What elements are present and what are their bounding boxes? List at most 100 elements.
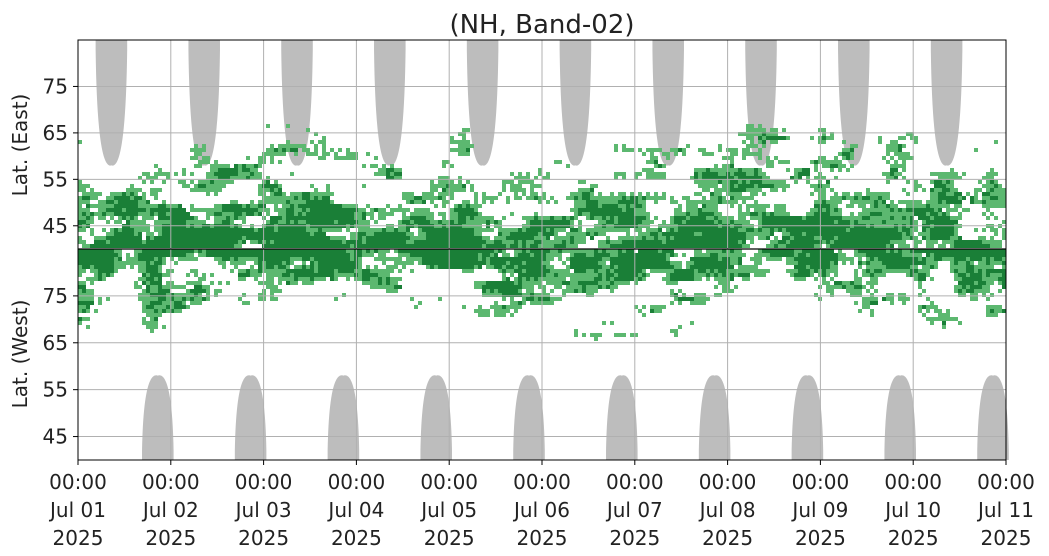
activity-cell: [122, 204, 126, 208]
activity-cell: [474, 285, 478, 289]
activity-cell: [386, 168, 390, 172]
activity-cell: [998, 200, 1002, 204]
activity-cell: [802, 240, 806, 244]
activity-cell: [966, 244, 970, 248]
activity-cell: [302, 249, 306, 253]
activity-cell: [178, 253, 182, 257]
activity-cell: [738, 208, 742, 212]
activity-cell: [682, 196, 686, 200]
activity-cell: [882, 240, 886, 244]
activity-cell: [690, 297, 694, 301]
activity-cell: [510, 265, 514, 269]
activity-cell: [986, 172, 990, 176]
activity-cell: [498, 261, 502, 265]
activity-cell: [942, 176, 946, 180]
activity-cell: [922, 212, 926, 216]
activity-cell: [706, 216, 710, 220]
activity-cell: [246, 269, 250, 273]
activity-cell: [410, 297, 414, 301]
activity-cell: [786, 232, 790, 236]
activity-cell: [90, 188, 94, 192]
activity-cell: [814, 253, 818, 257]
activity-cell: [718, 265, 722, 269]
activity-cell: [530, 273, 534, 277]
activity-cell: [654, 249, 658, 253]
activity-cell: [574, 257, 578, 261]
activity-cell: [170, 220, 174, 224]
activity-cell: [350, 156, 354, 160]
activity-cell: [302, 277, 306, 281]
activity-cell: [702, 265, 706, 269]
activity-cell: [414, 240, 418, 244]
activity-cell: [190, 148, 194, 152]
activity-cell: [658, 236, 662, 240]
activity-cell: [742, 196, 746, 200]
activity-cell: [878, 257, 882, 261]
activity-cell: [602, 240, 606, 244]
activity-cell: [366, 212, 370, 216]
activity-cell: [346, 261, 350, 265]
activity-cell: [610, 321, 614, 325]
activity-cell: [898, 216, 902, 220]
activity-cell: [658, 269, 662, 273]
activity-cell: [506, 180, 510, 184]
activity-cell: [442, 228, 446, 232]
activity-cell: [150, 257, 154, 261]
activity-cell: [206, 156, 210, 160]
activity-cell: [590, 333, 594, 337]
activity-cell: [470, 216, 474, 220]
activity-cell: [770, 240, 774, 244]
activity-cell: [102, 216, 106, 220]
activity-cell: [642, 196, 646, 200]
activity-cell: [682, 293, 686, 297]
activity-cell: [954, 244, 958, 248]
activity-cell: [418, 212, 422, 216]
activity-cell: [510, 257, 514, 261]
activity-cell: [534, 277, 538, 281]
activity-cell: [422, 212, 426, 216]
activity-cell: [626, 216, 630, 220]
activity-cell: [678, 216, 682, 220]
activity-cell: [638, 253, 642, 257]
activity-cell: [798, 257, 802, 261]
activity-cell: [322, 269, 326, 273]
activity-cell: [854, 285, 858, 289]
activity-cell: [94, 240, 98, 244]
activity-cell: [510, 228, 514, 232]
activity-cell: [394, 281, 398, 285]
activity-cell: [326, 192, 330, 196]
activity-cell: [1002, 204, 1006, 208]
activity-cell: [274, 240, 278, 244]
activity-cell: [114, 220, 118, 224]
activity-cell: [830, 257, 834, 261]
activity-cell: [986, 204, 990, 208]
activity-cell: [338, 236, 342, 240]
activity-cell: [574, 240, 578, 244]
activity-cell: [786, 249, 790, 253]
activity-cell: [266, 261, 270, 265]
activity-cell: [870, 212, 874, 216]
activity-cell: [190, 204, 194, 208]
activity-cell: [982, 204, 986, 208]
activity-cell: [274, 273, 278, 277]
activity-cell: [398, 168, 402, 172]
activity-cell: [638, 236, 642, 240]
activity-cell: [570, 232, 574, 236]
activity-cell: [686, 273, 690, 277]
activity-cell: [190, 228, 194, 232]
activity-cell: [874, 281, 878, 285]
activity-cell: [274, 200, 278, 204]
activity-cell: [750, 132, 754, 136]
activity-cell: [866, 257, 870, 261]
activity-cell: [890, 140, 894, 144]
activity-cell: [578, 196, 582, 200]
activity-cell: [438, 228, 442, 232]
activity-cell: [982, 200, 986, 204]
activity-cell: [646, 148, 650, 152]
activity-cell: [638, 232, 642, 236]
activity-cell: [474, 244, 478, 248]
activity-cell: [470, 240, 474, 244]
activity-cell: [166, 281, 170, 285]
activity-cell: [610, 253, 614, 257]
activity-cell: [866, 253, 870, 257]
